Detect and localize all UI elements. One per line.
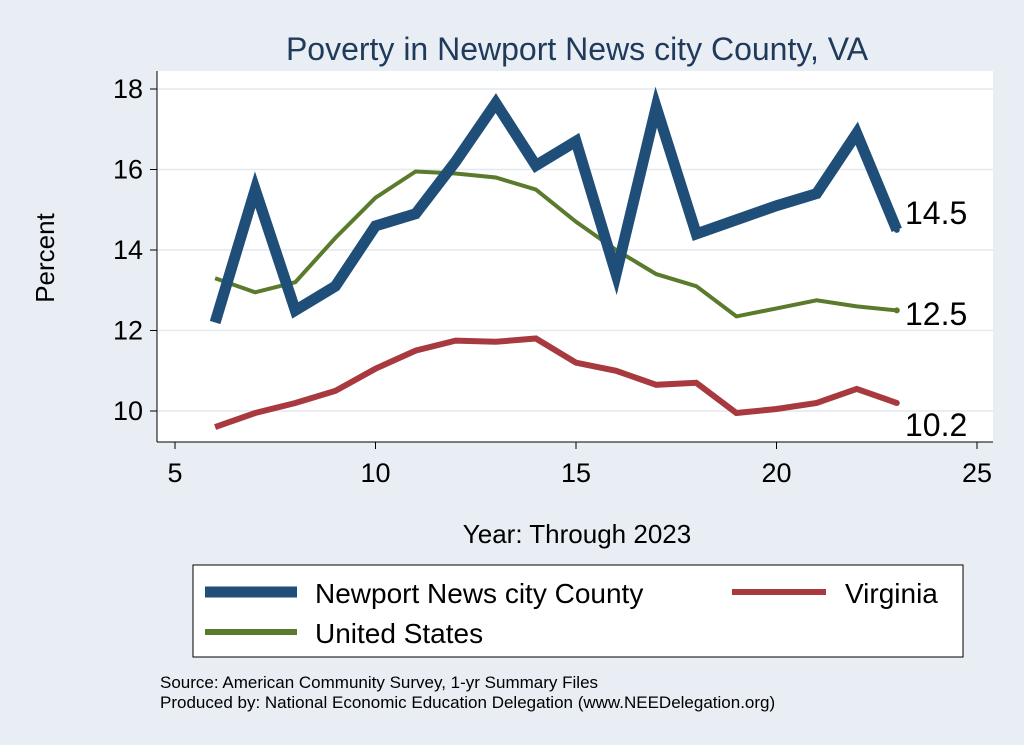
end-labels: 14.5 12.5 10.2 — [905, 195, 967, 443]
y-tick-label-10: 10 — [113, 396, 143, 426]
y-axis-ticks: 10 12 14 16 18 — [113, 74, 157, 426]
y-tick-label-18: 18 — [113, 74, 143, 104]
y-tick-label-14: 14 — [113, 235, 143, 265]
x-tick-label-15: 15 — [561, 458, 591, 488]
series-line-united-states — [214, 169, 897, 319]
x-axis-title: Year: Through 2023 — [463, 519, 691, 549]
x-tick-label-25: 25 — [962, 458, 992, 488]
legend: Newport News city County Virginia United… — [192, 564, 964, 658]
end-label-united-states: 12.5 — [905, 296, 967, 332]
end-label-virginia: 10.2 — [905, 407, 967, 443]
grid — [158, 88, 993, 412]
series-line-virginia — [214, 335, 898, 430]
y-axis-title: Percent — [30, 212, 60, 302]
x-tick-label-20: 20 — [761, 458, 791, 488]
x-axis-ticks: 5 10 15 20 25 — [167, 442, 992, 488]
end-point-newport-news — [893, 226, 900, 233]
end-point-virginia — [893, 399, 900, 406]
end-label-newport: 14.5 — [905, 195, 967, 231]
chart-title: Poverty in Newport News city County, VA — [286, 31, 869, 67]
legend-label-newport: Newport News city County — [315, 578, 643, 609]
source-line: Source: American Community Survey, 1-yr … — [160, 673, 598, 692]
y-tick-label-16: 16 — [113, 155, 143, 185]
legend-label-virginia: Virginia — [845, 578, 938, 609]
series-lines — [209, 86, 902, 430]
end-point-united-states — [893, 307, 900, 314]
legend-box — [192, 564, 964, 658]
producer-line: Produced by: National Economic Education… — [160, 693, 775, 712]
x-tick-label-10: 10 — [360, 458, 390, 488]
legend-label-united-states: United States — [315, 618, 483, 649]
y-tick-label-12: 12 — [113, 316, 143, 346]
series-line-newport-news — [209, 86, 902, 325]
x-tick-label-5: 5 — [167, 458, 182, 488]
